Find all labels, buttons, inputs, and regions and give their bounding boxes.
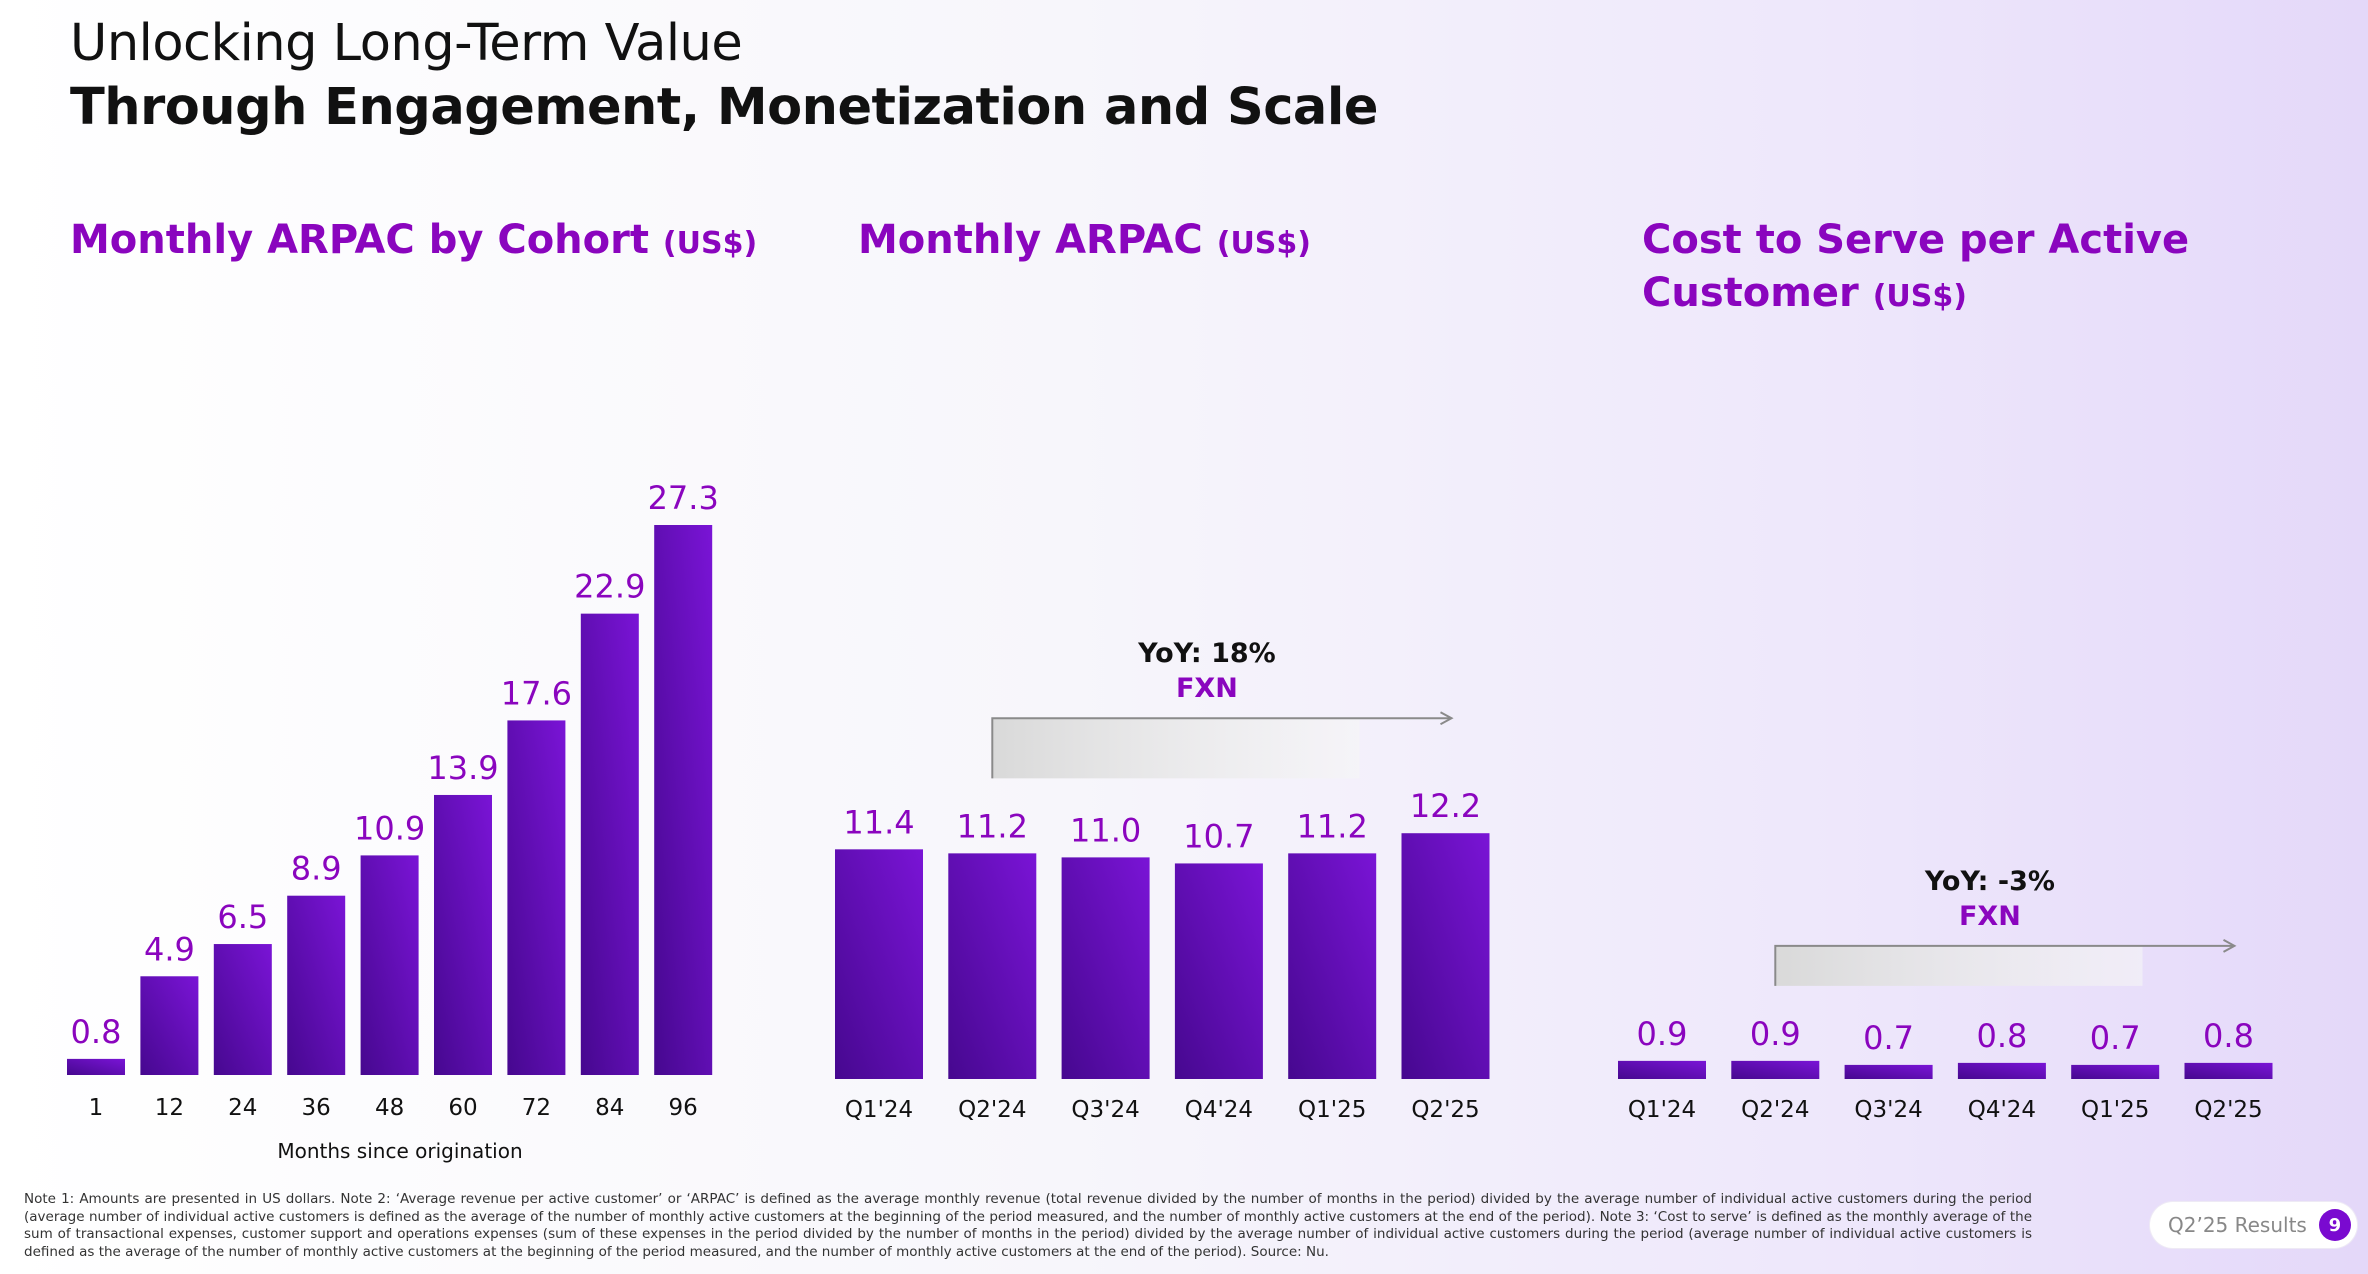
tick-label-1-1: Q2'24	[958, 1097, 1026, 1123]
tick-label-1-0: Q1'24	[845, 1097, 913, 1123]
value-label-2-0: 0.9	[1637, 1015, 1688, 1053]
chart-title-cohort: Monthly ARPAC by Cohort (US$)	[70, 214, 790, 267]
tick-label-0-5: 60	[448, 1095, 477, 1121]
cohort-chart: 0.8 1 4.9 12 6.5 24 8.9 36 10.9 48 13.9 60 17.6 72 22.…	[67, 479, 719, 1163]
bar-2-3	[1957, 1062, 2046, 1079]
bar-2-4	[2071, 1064, 2160, 1079]
results-badge: Q2’25 Results 9	[2150, 1202, 2357, 1248]
chart-title-arpac: Monthly ARPAC (US$)	[858, 214, 1558, 267]
value-label-1-5: 12.2	[1410, 787, 1481, 825]
value-label-2-4: 0.7	[2090, 1019, 2141, 1057]
tick-label-1-2: Q3'24	[1071, 1097, 1139, 1123]
value-label-2-1: 0.9	[1750, 1015, 1801, 1053]
tick-label-0-1: 12	[155, 1095, 184, 1121]
chart-title-arpac-text: Monthly ARPAC	[858, 217, 1203, 263]
value-label-0-2: 6.5	[217, 898, 268, 936]
tick-label-2-4: Q1'25	[2081, 1097, 2149, 1123]
bar-2-1	[1731, 1060, 1820, 1079]
value-label-2-3: 0.8	[1976, 1017, 2027, 1055]
x-axis-label-0: Months since origination	[277, 1139, 522, 1163]
chart-title-cohort-text: Monthly ARPAC by Cohort	[70, 217, 649, 263]
tick-label-0-2: 24	[228, 1095, 257, 1121]
bar-1-0	[835, 849, 923, 1079]
value-label-1-0: 11.4	[843, 803, 914, 841]
cost-to-serve-chart: 0.9 Q1'24 0.9 Q2'24 0.7 Q3'24 0.8 Q4'24 0.7 Q1'25…	[1618, 866, 2273, 1123]
bar-1-3	[1174, 863, 1263, 1079]
bar-0-6	[507, 720, 566, 1075]
tick-label-1-5: Q2'25	[1411, 1097, 1479, 1123]
tick-label-0-6: 72	[522, 1095, 551, 1121]
chart-title-cost-to-serve: Cost to Serve per Active Customer (US$)	[1642, 214, 2262, 320]
bar-1-4	[1288, 853, 1377, 1079]
yoy-box-1	[992, 718, 1360, 779]
yoy-arrow-1	[991, 718, 1451, 779]
page-title-line1: Unlocking Long-Term Value	[70, 14, 743, 73]
bar-0-8	[654, 525, 713, 1075]
bar-0-0	[67, 1058, 125, 1075]
value-label-0-8: 27.3	[648, 479, 719, 517]
value-label-0-0: 0.8	[71, 1013, 122, 1051]
value-label-1-1: 11.2	[957, 807, 1028, 845]
tick-label-2-0: Q1'24	[1628, 1097, 1696, 1123]
bar-0-5	[434, 794, 492, 1075]
tick-label-1-3: Q4'24	[1185, 1097, 1253, 1123]
value-label-1-4: 11.2	[1297, 807, 1368, 845]
value-label-0-4: 10.9	[354, 809, 425, 847]
tick-label-2-2: Q3'24	[1854, 1097, 1922, 1123]
tick-label-1-4: Q1'25	[1298, 1097, 1366, 1123]
page-number: 9	[2318, 1209, 2351, 1241]
chart-title-arpac-unit: (US$)	[1216, 226, 1311, 261]
tick-label-2-3: Q4'24	[1968, 1097, 2036, 1123]
tick-label-2-5: Q2'25	[2194, 1097, 2262, 1123]
chart-title-cohort-unit: (US$)	[662, 226, 758, 261]
footnote: Note 1: Amounts are presented in US doll…	[24, 1191, 2032, 1260]
tick-label-0-3: 36	[302, 1095, 331, 1121]
bar-2-2	[1844, 1064, 1933, 1079]
bar-0-4	[360, 855, 419, 1075]
value-label-2-5: 0.8	[2203, 1017, 2254, 1055]
bar-2-5	[2184, 1062, 2273, 1079]
tick-label-0-8: 96	[669, 1095, 698, 1121]
value-label-1-2: 11.0	[1070, 811, 1141, 849]
bar-2-0	[1618, 1060, 1706, 1079]
tick-label-0-4: 48	[375, 1095, 404, 1121]
yoy-label-1: YoY: 18%	[1137, 638, 1276, 669]
chart-title-cost-text: Cost to Serve per Active Customer	[1642, 217, 2190, 316]
value-label-0-1: 4.9	[144, 930, 195, 968]
yoy-currency-2: FXN	[1959, 901, 2021, 932]
bar-1-2	[1061, 857, 1150, 1079]
chart-title-cost-unit: (US$)	[1872, 278, 1967, 314]
results-badge-label: Q2’25 Results	[2168, 1213, 2307, 1237]
value-label-0-5: 13.9	[427, 749, 498, 787]
bar-0-7	[580, 613, 639, 1075]
value-label-0-6: 17.6	[501, 674, 572, 712]
bar-0-2	[213, 944, 272, 1075]
bar-0-3	[287, 895, 346, 1075]
bar-1-5	[1401, 833, 1490, 1079]
tick-label-0-0: 1	[89, 1095, 104, 1121]
value-label-0-3: 8.9	[291, 850, 342, 888]
bar-0-1	[140, 976, 199, 1075]
value-label-2-2: 0.7	[1863, 1019, 1914, 1057]
value-label-0-7: 22.9	[574, 568, 645, 606]
tick-label-2-1: Q2'24	[1741, 1097, 1809, 1123]
yoy-label-2: YoY: -3%	[1924, 866, 2055, 897]
value-label-1-3: 10.7	[1183, 817, 1254, 855]
tick-label-0-7: 84	[595, 1095, 624, 1121]
yoy-box-2	[1775, 945, 2143, 986]
bar-1-1	[948, 853, 1037, 1079]
arpac-chart: 11.4 Q1'24 11.2 Q2'24 11.0 Q3'24 10.7 Q4'24 11.2…	[835, 638, 1490, 1123]
page-title-line2: Through Engagement, Monetization and Sca…	[70, 78, 1378, 137]
yoy-arrow-2	[1774, 946, 2234, 986]
yoy-currency-1: FXN	[1176, 673, 1238, 704]
